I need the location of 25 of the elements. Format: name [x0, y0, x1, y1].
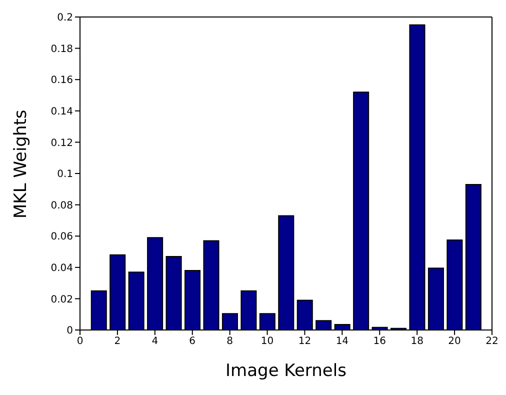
y-tick-label: 0	[66, 326, 73, 337]
x-tick-label: 0	[76, 336, 84, 348]
y-tick-label: 0.1	[57, 169, 73, 180]
x-tick-label: 20	[448, 336, 461, 348]
x-tick-label: 8	[226, 336, 234, 348]
y-tick-label: 0.06	[50, 232, 73, 243]
y-tick-label: 0.14	[50, 106, 73, 118]
y-tick-label: 0.2	[57, 12, 73, 24]
x-tick-label: 12	[298, 336, 312, 348]
x-tick-label: 16	[373, 336, 386, 348]
x-tick-label: 18	[410, 336, 424, 348]
y-tick-label: 0.16	[50, 75, 73, 86]
x-tick-label: 22	[486, 336, 498, 348]
x-tick-label: 6	[189, 336, 196, 348]
x-tick-label: 4	[152, 336, 158, 348]
y-tick-label: 0.12	[50, 138, 73, 149]
x-tick-label: 2	[114, 336, 121, 348]
x-tick-label: 10	[260, 336, 274, 348]
y-tick-label: 0.02	[50, 294, 73, 306]
y-tick-label: 0.08	[50, 200, 73, 212]
x-axis-title: Image Kernels	[226, 361, 347, 381]
y-axis-title: MKL Weights	[11, 110, 32, 218]
y-tick-label: 0.18	[50, 44, 73, 55]
x-tick-label: 14	[336, 336, 349, 348]
y-tick-label: 0.04	[50, 262, 73, 274]
